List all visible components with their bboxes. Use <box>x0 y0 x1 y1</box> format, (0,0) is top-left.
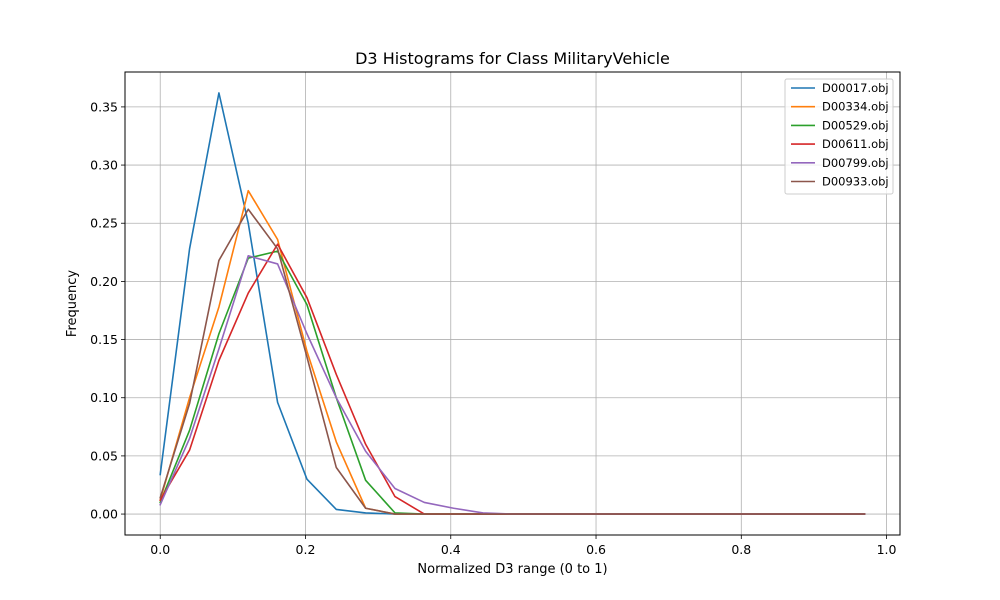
legend-label-d00611: D00611.obj <box>822 137 889 151</box>
y-tick-label: 0.35 <box>90 99 118 114</box>
y-tick-label: 0.15 <box>90 332 118 347</box>
legend: D00017.obj D00334.obj D00529.obj D00611.obj… <box>784 78 894 195</box>
axes-frame <box>124 71 901 536</box>
legend-label-d00017: D00017.obj <box>822 81 889 95</box>
x-tick-label: 0.2 <box>296 542 316 557</box>
legend-label-d00933: D00933.obj <box>822 175 889 189</box>
y-tick-label: 0.20 <box>90 274 118 289</box>
chart-title: D3 Histograms for Class MilitaryVehicle <box>355 49 670 68</box>
y-tick-label: 0.05 <box>90 448 118 463</box>
x-tick-label: 1.0 <box>877 542 897 557</box>
y-axis-label: Frequency <box>65 270 80 337</box>
x-tick-label: 0.0 <box>150 542 170 557</box>
plot-area: 0.0 0.2 0.4 0.6 0.8 1.0 0.000.050.100.150.200… <box>90 71 901 557</box>
y-tick-label: 0.25 <box>90 216 118 231</box>
x-axis-label: Normalized D3 range (0 to 1) <box>417 562 607 577</box>
legend-box <box>784 78 894 195</box>
legend-label-d00334: D00334.obj <box>822 100 889 114</box>
x-axis-ticks: 0.0 0.2 0.4 0.6 0.8 1.0 <box>150 535 897 557</box>
y-tick-label: 0.00 <box>90 507 118 522</box>
x-tick-label: 0.8 <box>731 542 751 557</box>
series-line-d00933 <box>159 208 866 515</box>
x-tick-label: 0.4 <box>441 542 461 557</box>
y-tick-label: 0.30 <box>90 158 118 173</box>
legend-label-d00529: D00529.obj <box>822 118 889 132</box>
y-tick-label: 0.10 <box>90 390 118 405</box>
series-lines <box>159 92 866 515</box>
x-tick-label: 0.6 <box>586 542 606 557</box>
legend-items: D00017.obj D00334.obj D00529.obj D00611.obj… <box>791 81 889 189</box>
legend-label-d00799: D00799.obj <box>822 156 889 170</box>
y-axis-ticks: 0.00 0.05 0.10 0.15 0.20 0.25 0.30 0.35 <box>90 99 125 522</box>
